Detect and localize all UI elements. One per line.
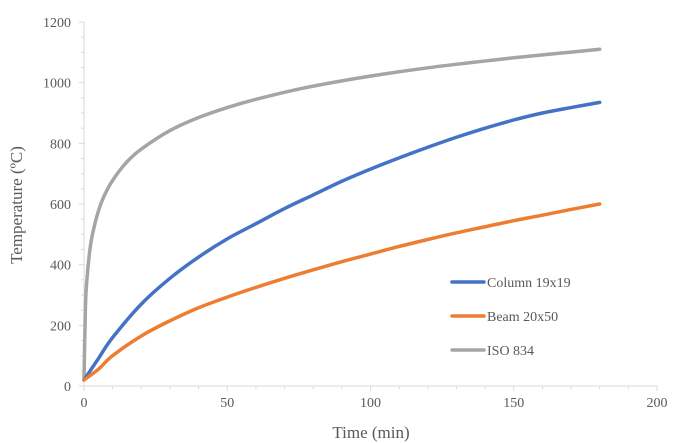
axes: 0 200 400 600 800 1000 1200 0 50 100 150 200 [43, 16, 668, 411]
legend-label: Column 19x19 [487, 276, 571, 291]
y-tick-label: 0 [64, 380, 71, 395]
legend-label: ISO 834 [487, 344, 534, 359]
y-tick-label: 1200 [43, 16, 71, 31]
x-tick-label: 50 [220, 396, 234, 411]
x-axis-title: Time (min) [332, 423, 409, 442]
series-layer [82, 47, 602, 382]
y-axis-title: Temperature (ºC) [7, 146, 26, 264]
legend-item-column-19x19: Column 19x19 [450, 276, 571, 291]
x-tick-label: 200 [647, 396, 668, 411]
y-tick-label: 200 [50, 319, 71, 334]
y-tick-label: 400 [50, 259, 71, 274]
x-tick-label: 100 [360, 396, 381, 411]
series-line-iso-834 [82, 47, 602, 382]
legend-item-beam-20x50: Beam 20x50 [450, 310, 558, 325]
legend: Column 19x19 Beam 20x50 ISO 834 [450, 276, 571, 359]
y-tick-label: 800 [50, 137, 71, 152]
legend-label: Beam 20x50 [487, 310, 558, 325]
series-line-beam-20x50 [82, 202, 602, 382]
legend-item-iso-834: ISO 834 [450, 344, 534, 359]
x-tick-label: 150 [503, 396, 524, 411]
series-line-column-19x19 [82, 100, 602, 382]
y-tick-label: 1000 [43, 77, 71, 92]
y-tick-label: 600 [50, 198, 71, 213]
x-tick-label: 0 [81, 396, 88, 411]
